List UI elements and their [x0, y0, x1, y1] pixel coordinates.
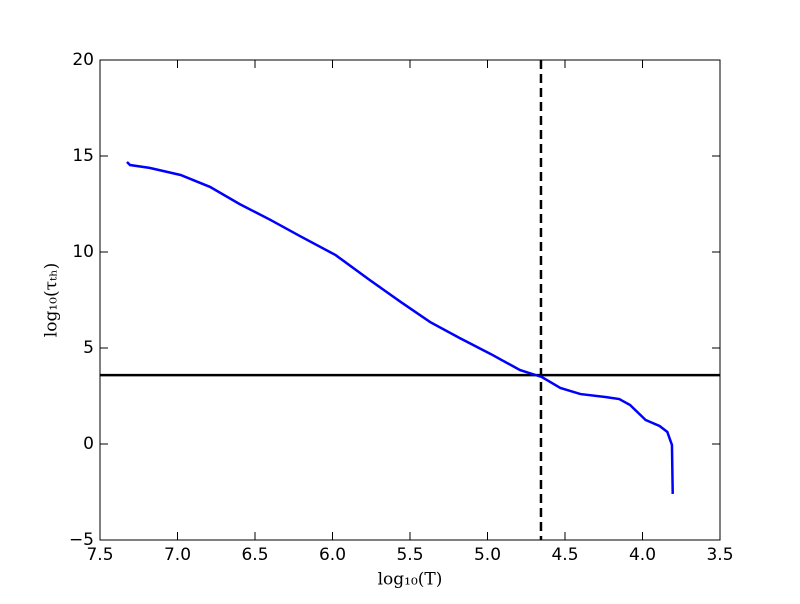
data-line: [126, 161, 674, 494]
x-tick-label: 5.0: [474, 545, 501, 565]
plot-frame: [99, 59, 721, 541]
x-axis-label: log₁₀(T): [378, 570, 443, 590]
x-tick-label: 4.0: [629, 545, 656, 565]
y-tick-label: −5: [69, 530, 94, 550]
x-tick-label: 6.0: [319, 545, 346, 565]
x-tick-label: 4.5: [551, 545, 578, 565]
y-tick-label: 0: [83, 434, 94, 454]
y-tick-label: 10: [72, 242, 94, 262]
x-tick-label: 6.5: [241, 545, 268, 565]
x-tick-label: 5.5: [396, 545, 423, 565]
x-tick-label: 7.5: [86, 545, 113, 565]
y-tick-label: 20: [72, 50, 94, 70]
y-tick-label: 15: [72, 146, 94, 166]
y-tick-label: 5: [83, 338, 94, 358]
x-tick-label: 7.0: [164, 545, 191, 565]
x-tick-label: 3.5: [706, 545, 733, 565]
y-axis-label: log₁₀(τₜₕ): [42, 263, 62, 337]
